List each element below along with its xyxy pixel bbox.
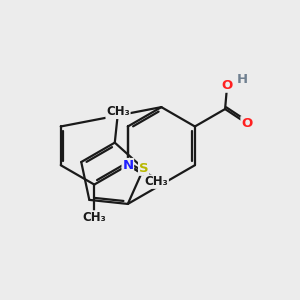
Text: CH₃: CH₃	[106, 105, 130, 118]
Text: O: O	[221, 79, 233, 92]
Text: O: O	[241, 117, 252, 130]
Text: S: S	[139, 162, 148, 175]
Text: CH₃: CH₃	[145, 175, 168, 188]
Text: CH₃: CH₃	[82, 211, 106, 224]
Text: H: H	[237, 73, 248, 86]
Text: N: N	[122, 159, 134, 172]
